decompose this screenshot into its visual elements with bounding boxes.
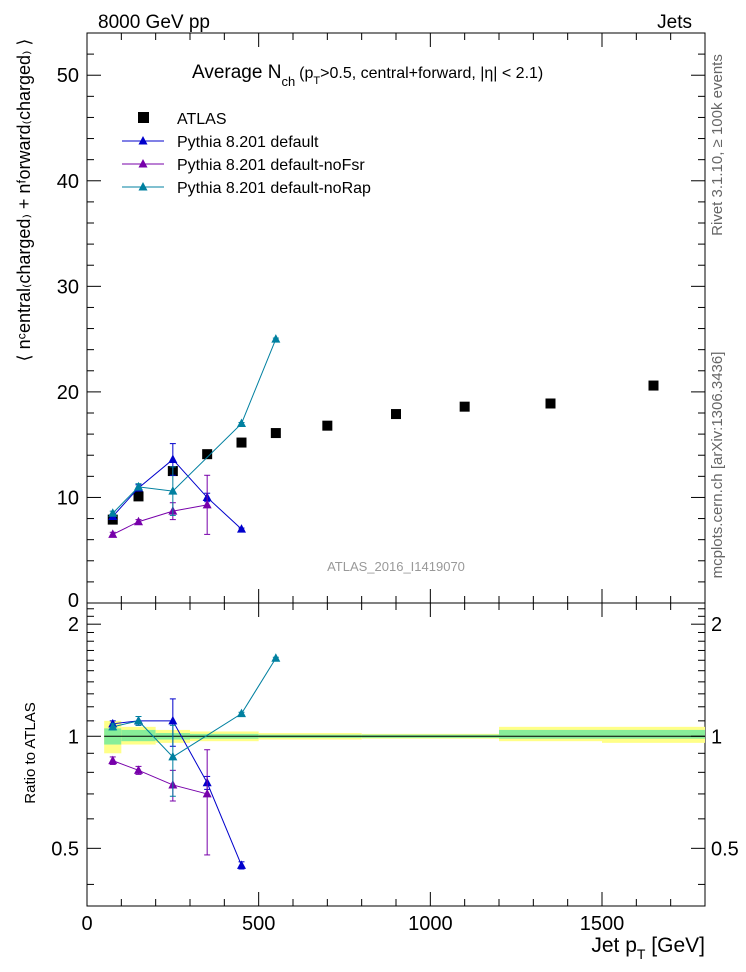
data-point [270,428,281,439]
ratio-uncertainty-band [104,720,705,754]
ratio-data-point [168,751,178,761]
ratio-plot-frame [86,602,706,907]
legend-marker [138,182,148,191]
data-point [237,418,246,428]
legend-entry: Pythia 8.201 default-noRap [122,180,371,197]
series-3 [108,334,281,517]
data-point [202,449,213,460]
header-left-label: 8000 GeV pp [98,12,210,33]
main-y-tick-label: 20 [57,382,79,404]
data-point [322,420,333,431]
data-point [459,401,470,412]
ratio-y-tick-label: 2 [68,614,79,636]
ratio-y-tick-label-right: 2 [711,614,722,636]
x-tick-label: 1500 [580,913,625,935]
legend-label: ATLAS [177,111,227,128]
main-y-tick-label: 10 [57,487,79,509]
data-point [133,491,144,502]
data-point [134,516,143,526]
x-axis-label: Jet pT [GeV] [591,934,705,962]
legend: ATLAS Pythia 8.201 default Pythia 8.201 de… [122,111,371,197]
ratio-y-tick-label-right: 0.5 [711,838,739,860]
mcplots-label: mcplots.cern.ch [arXiv:1306.3436] [709,352,726,579]
x-tick-label: 1000 [408,913,453,935]
data-point [108,529,118,538]
data-point [202,499,212,509]
ratio-data-point [108,721,118,731]
legend-entry: ATLAS [138,111,227,128]
series-2 [108,474,212,538]
ratio-data-point [134,765,143,774]
series-0 [107,380,659,525]
ratio-ticks: 0 500 1000 1500 0.5 0.5 1 1 2 2 [51,603,739,935]
data-point [648,380,659,391]
ratio-data-point [202,788,212,798]
main-y-axis-label: ⟨ nᶜentral₍charged₎ + nᶠorward₍charged₎ … [14,39,34,362]
rivet-label: Rivet 3.1.10, ≥ 100k events [709,54,726,236]
legend-marker [138,136,148,145]
ratio-y-tick-label: 0.5 [51,838,79,860]
ratio-series [108,653,281,870]
ratio-data-point [134,715,143,725]
ratio-y-tick-label-right: 1 [711,726,722,748]
data-point [236,437,247,448]
data-point [271,334,281,343]
legend-marker [138,112,149,123]
data-point [134,481,143,491]
uncertainty-inner [602,729,705,739]
legend-marker [138,159,148,168]
series-1 [108,443,246,533]
data-point [108,508,118,517]
legend-label: Pythia 8.201 default-noRap [177,180,371,197]
data-point [545,398,556,409]
legend-label: Pythia 8.201 default-noFsr [177,157,365,174]
data-point [168,454,178,463]
x-tick-label: 0 [81,913,92,935]
ratio-data-point [168,715,178,725]
data-point [391,409,401,420]
plot-title: Average Nch (pT>0.5, central+forward, |η|… [192,62,543,89]
ratio-y-tick-label: 1 [68,726,79,748]
ratio-data-point [108,755,118,765]
ratio-data-point [237,708,246,718]
analysis-watermark: ATLAS_2016_I1419070 [327,559,465,574]
data-point [168,486,178,495]
ratio-data-point [271,653,281,662]
uncertainty-inner [121,729,156,742]
ratio-series-1 [108,749,212,856]
main-series [107,334,659,538]
header-right-label: Jets [657,12,692,33]
series-line [112,504,208,535]
main-y-tick-label: 30 [57,276,79,298]
ratio-series-2 [108,653,281,797]
legend-label: Pythia 8.201 default [177,134,319,151]
x-tick-label: 500 [242,913,275,935]
legend-entry: Pythia 8.201 default [122,134,319,151]
ratio-y-axis-label: Ratio to ATLAS [22,702,39,803]
main-ticks: 10 20 30 40 50 0 [57,32,706,612]
uncertainty-inner [499,729,602,739]
data-point [237,524,246,533]
ratio-series-line [112,760,208,795]
ratio-data-point [237,860,246,869]
main-y-tick-label: 50 [57,65,79,87]
legend-entry: Pythia 8.201 default-noFsr [122,157,365,174]
main-y-tick-label-zero: 0 [68,590,79,612]
main-y-tick-label: 40 [57,171,79,193]
